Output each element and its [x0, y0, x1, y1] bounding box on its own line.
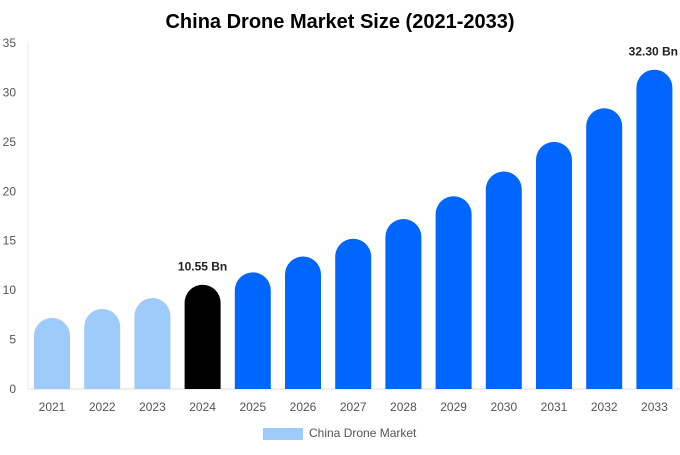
y-tick-label: 15 — [3, 234, 17, 248]
bar-2027[interactable] — [335, 238, 372, 389]
y-tick-label: 0 — [9, 382, 16, 396]
bar-2033[interactable] — [636, 69, 673, 389]
bar-2022[interactable] — [84, 308, 121, 389]
bar-2031[interactable] — [536, 141, 572, 389]
x-tick-label: 2029 — [440, 400, 467, 414]
x-tick-label: 2028 — [390, 400, 417, 414]
data-label: 10.55 Bn — [178, 260, 227, 274]
legend-label: China Drone Market — [309, 426, 417, 440]
bar-2032[interactable] — [586, 108, 623, 389]
bar-2028[interactable] — [385, 218, 422, 389]
y-tick-label: 35 — [3, 36, 17, 50]
x-tick-label: 2025 — [239, 400, 266, 414]
bar-2025[interactable] — [234, 272, 271, 389]
y-tick-label: 25 — [3, 135, 17, 149]
data-label: 32.30 Bn — [629, 45, 678, 59]
bar-2023[interactable] — [134, 298, 171, 389]
x-tick-label: 2023 — [139, 400, 166, 414]
legend[interactable]: China Drone Market — [263, 426, 417, 440]
bar-2030[interactable] — [485, 171, 522, 389]
x-tick-label: 2027 — [340, 400, 367, 414]
x-tick-label: 2032 — [591, 400, 618, 414]
x-tick-label: 2024 — [189, 400, 216, 414]
y-tick-label: 5 — [9, 333, 16, 347]
legend-swatch — [263, 428, 303, 440]
x-tick-label: 2022 — [89, 400, 116, 414]
bar-2029[interactable] — [435, 196, 472, 389]
y-tick-label: 30 — [3, 85, 17, 99]
chart-title: China Drone Market Size (2021-2033) — [165, 11, 514, 33]
y-tick-label: 20 — [3, 184, 17, 198]
x-tick-label: 2030 — [490, 400, 517, 414]
x-tick-label: 2021 — [39, 400, 66, 414]
y-tick-label: 10 — [3, 283, 17, 297]
x-tick-label: 2031 — [541, 400, 568, 414]
bar-2021[interactable] — [34, 317, 70, 389]
x-tick-label: 2033 — [641, 400, 668, 414]
bar-2026[interactable] — [285, 256, 321, 389]
x-tick-label: 2026 — [290, 400, 317, 414]
bar-2024[interactable] — [184, 284, 221, 389]
